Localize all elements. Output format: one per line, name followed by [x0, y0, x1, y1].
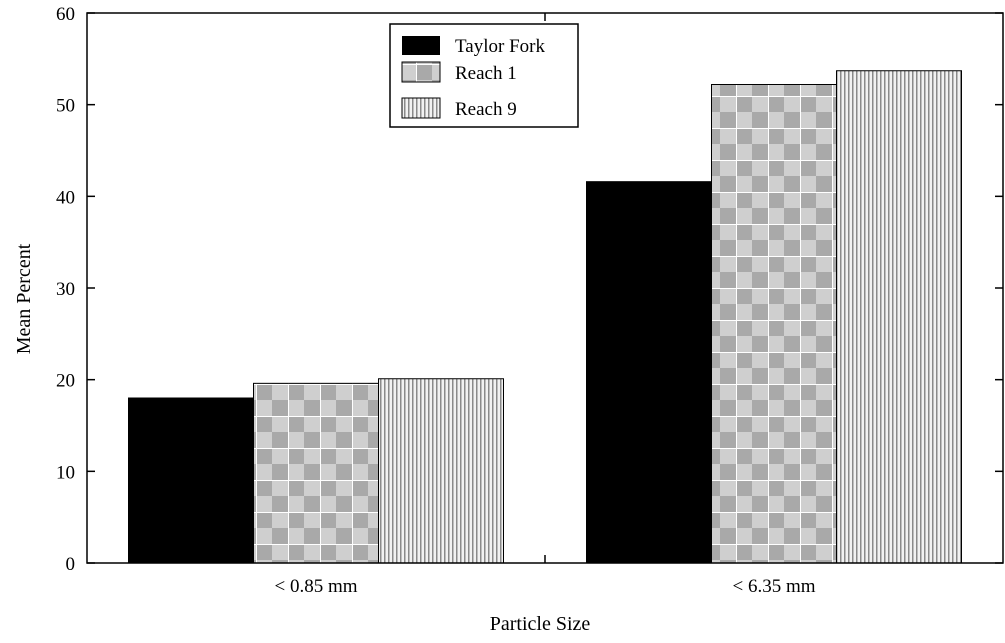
y-tick-label: 50 [56, 96, 75, 117]
plot-area: 0 10 20 30 40 50 60 < 0.85 mm < 6.35 mm [56, 4, 1004, 597]
legend-swatch-reach-9 [401, 97, 441, 119]
bar-taylor-fork-1 [128, 397, 254, 564]
y-tick-label: 20 [56, 371, 75, 392]
x-tick-label: < 6.35 mm [732, 576, 815, 597]
legend-swatch-reach-1 [401, 61, 441, 83]
legend-label-reach-1: Reach 1 [455, 63, 517, 84]
bar-reach-1-1 [253, 382, 379, 564]
y-tick-label: 40 [56, 187, 75, 208]
y-tick-label: 30 [56, 279, 75, 300]
y-tick-label: 0 [66, 554, 76, 575]
bar-taylor-fork-2 [586, 181, 712, 564]
y-tick-label: 60 [56, 4, 75, 25]
legend-label-taylor-fork: Taylor Fork [455, 36, 545, 57]
legend: Taylor Fork Reach 1 Reach 9 [389, 23, 579, 128]
legend-swatch-taylor-fork [402, 36, 440, 55]
legend-label-reach-9: Reach 9 [455, 99, 517, 120]
bar-reach-1-2 [711, 84, 837, 564]
bar-reach-9-2 [836, 70, 962, 564]
y-axis-title: Mean Percent [13, 243, 35, 354]
y-tick-label: 10 [56, 462, 75, 483]
x-tick-label: < 0.85 mm [274, 576, 357, 597]
bar-reach-9-1 [378, 378, 504, 564]
x-axis-title: Particle Size [490, 613, 591, 635]
